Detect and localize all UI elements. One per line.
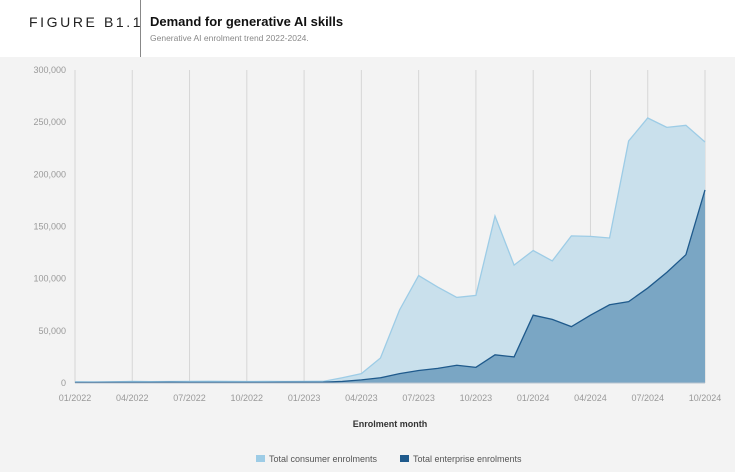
- x-tick-label: 07/2024: [631, 393, 664, 403]
- legend-label: Total enterprise enrolments: [413, 454, 522, 464]
- x-tick-label: 07/2022: [173, 393, 206, 403]
- y-tick-label: 100,000: [33, 274, 66, 284]
- y-tick-label: 50,000: [38, 326, 66, 336]
- figure-label: FIGURE B1.1: [29, 14, 144, 30]
- x-tick-label: 10/2023: [460, 393, 493, 403]
- y-tick-label: 300,000: [33, 65, 66, 75]
- y-tick-label: 250,000: [33, 117, 66, 127]
- legend-label: Total consumer enrolments: [269, 454, 378, 464]
- series-area-1: [75, 189, 705, 383]
- x-tick-label: 04/2022: [116, 393, 149, 403]
- series-line-1: [75, 189, 706, 384]
- y-tick-label: 150,000: [33, 222, 66, 232]
- chart-subtitle: Generative AI enrolment trend 2022-2024.: [150, 33, 309, 43]
- x-axis-label: Enrolment month: [353, 419, 428, 429]
- legend-swatch: [256, 455, 265, 462]
- x-tick-label: 04/2023: [345, 393, 378, 403]
- figure-header: FIGURE B1.1 Demand for generative AI ski…: [0, 0, 735, 57]
- header-divider: [140, 0, 141, 57]
- x-tick-label: 10/2022: [231, 393, 264, 403]
- x-tick-label: 01/2022: [59, 393, 92, 403]
- x-tick-label: 04/2024: [574, 393, 607, 403]
- x-tick-label: 01/2023: [288, 393, 321, 403]
- series-area-0: [75, 117, 705, 383]
- x-tick-label: 01/2024: [517, 393, 550, 403]
- x-tick-label: 10/2024: [689, 393, 722, 403]
- legend-swatch: [400, 455, 409, 462]
- y-tick-label: 200,000: [33, 169, 66, 179]
- x-tick-label: 07/2023: [402, 393, 435, 403]
- y-tick-label: 0: [61, 378, 66, 388]
- chart-title: Demand for generative AI skills: [150, 14, 344, 29]
- series-line-0: [74, 117, 706, 383]
